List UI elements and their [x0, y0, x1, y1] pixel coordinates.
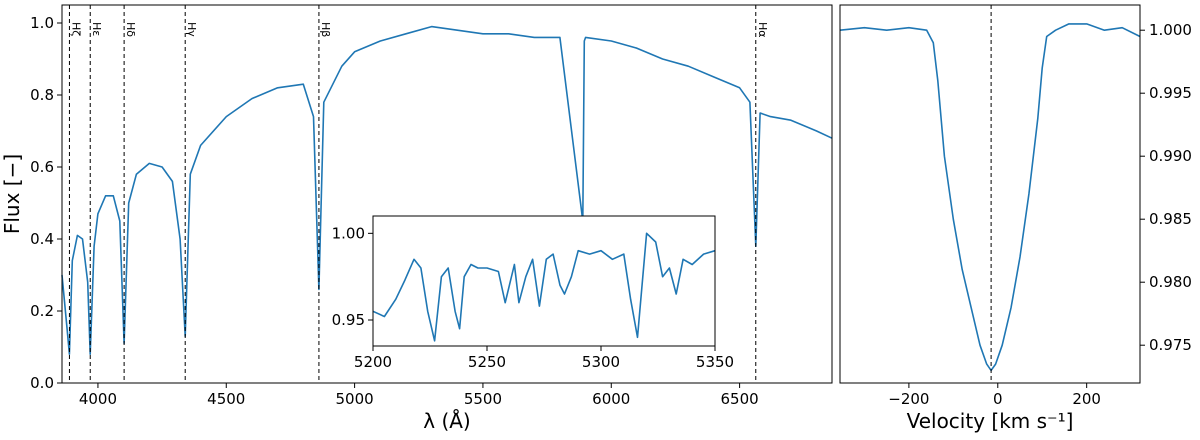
- spectrum-x-tick-label: 6000: [592, 390, 630, 408]
- balmer-line-label: Hε: [90, 22, 103, 36]
- inset-x-tick-label: 5300: [582, 353, 620, 371]
- spectrum-y-tick-label: 0.4: [30, 230, 54, 248]
- spectrum-y-tick-label: 0.8: [30, 86, 54, 104]
- velocity-y-tick-label: 0.995: [1149, 84, 1192, 102]
- velocity-marks: [839, 5, 1141, 383]
- inset-y-tick-label: 1.00: [332, 224, 365, 242]
- spectrum-x-tick-label: 6500: [721, 390, 759, 408]
- velocity-y-tick-label: 1.000: [1149, 21, 1192, 39]
- spectrum-marks: [61, 5, 833, 383]
- velocity-x-tick-label: 0: [993, 390, 1003, 408]
- inset-panel: 5200 5250 5300 5350 0.95 1.00: [332, 215, 735, 371]
- inset-x-tick-label: 5350: [696, 353, 734, 371]
- spectrum-panel: Hζ Hε Hδ Hγ Hβ Hα 4000 4500 5000 5500 6000 6500 0.0 0…: [0, 4, 833, 433]
- balmer-line-label: Hα: [756, 22, 769, 38]
- velocity-panel: −200 0 200 0.975 0.980 0.985 0.990 0.995 1.000 V…: [839, 4, 1192, 433]
- velocity-axes-frame: [839, 4, 1141, 384]
- spectrum-x-axis-title: λ (Å): [423, 409, 470, 433]
- inset-background: [373, 216, 715, 346]
- spectrum-x-tick-label: 4000: [79, 390, 117, 408]
- velocity-y-tick-label: 0.980: [1149, 273, 1192, 291]
- inset-series-line: [372, 232, 716, 342]
- inset-ticks: 5200 5250 5300 5350 0.95 1.00: [332, 224, 735, 371]
- balmer-line-label: Hδ: [124, 22, 137, 37]
- balmer-line-label: Hζ: [69, 22, 82, 36]
- spectrum-axes-frame: [61, 4, 833, 384]
- velocity-y-tick-label: 0.990: [1149, 147, 1192, 165]
- spectrum-series-line: [61, 25, 833, 356]
- inset-y-tick-label: 0.95: [332, 311, 365, 329]
- velocity-series-line: [839, 23, 1141, 372]
- spectrum-y-tick-label: 1.0: [30, 14, 54, 32]
- velocity-ticks: −200 0 200 0.975 0.980 0.985 0.990 0.995 1.000: [888, 21, 1192, 408]
- spectrum-x-tick-label: 5500: [464, 390, 502, 408]
- spectrum-y-axis-title: Flux [−]: [0, 154, 24, 234]
- velocity-y-tick-label: 0.985: [1149, 210, 1192, 228]
- inset-axes-frame: [372, 215, 716, 347]
- spectrum-y-tick-label: 0.2: [30, 302, 54, 320]
- spectrum-y-tick-label: 0.0: [30, 374, 54, 392]
- spectrum-ticks: Hζ Hε Hδ Hγ Hβ Hα 4000 4500 5000 5500 6000 6500 0.0 0…: [30, 14, 769, 408]
- inset-marks: [372, 232, 716, 342]
- spectrum-y-tick-label: 0.6: [30, 158, 54, 176]
- inset-x-tick-label: 5250: [468, 353, 506, 371]
- velocity-x-axis-title: Velocity [km s⁻¹]: [907, 409, 1074, 433]
- spectrum-x-tick-label: 4500: [207, 390, 245, 408]
- velocity-y-tick-label: 0.975: [1149, 336, 1192, 354]
- velocity-x-tick-label: 200: [1072, 390, 1101, 408]
- balmer-line-label: Hγ: [185, 22, 198, 37]
- balmer-line-label: Hβ: [319, 22, 332, 37]
- inset-x-tick-label: 5200: [354, 353, 392, 371]
- velocity-x-tick-label: −200: [888, 390, 929, 408]
- spectrum-x-tick-label: 5000: [336, 390, 374, 408]
